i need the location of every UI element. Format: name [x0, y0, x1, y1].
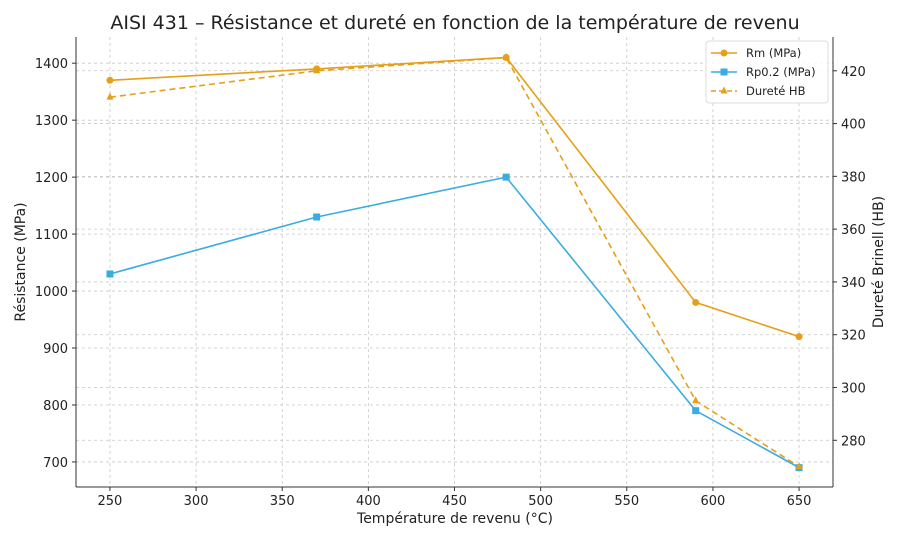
data-point-circle [795, 333, 803, 341]
x-tick-label: 250 [98, 494, 123, 509]
x-tick-label: 450 [442, 494, 467, 509]
axes: 250 300 350 400 450 500 550 600 650 700 800 900 1000… [35, 37, 866, 509]
legend-label: Rm (MPa) [746, 46, 801, 60]
data-point-triangle [502, 53, 510, 61]
y2-tick-label: 280 [841, 434, 866, 449]
y-tick-label: 900 [43, 342, 68, 357]
x-tick-label: 400 [356, 494, 381, 509]
data-point-triangle [313, 66, 321, 74]
data-point-square [692, 407, 700, 415]
data-point-triangle [692, 396, 700, 404]
data-point-circle [692, 298, 700, 306]
x-tick-label: 350 [270, 494, 295, 509]
series-line-square [109, 176, 800, 469]
data-point-circle [106, 76, 114, 84]
legend-label: Dureté HB [746, 84, 806, 98]
y-tick-label: 1200 [35, 171, 68, 186]
y2-tick-label: 300 [841, 381, 866, 396]
y-tick-label: 800 [43, 399, 68, 414]
series-line-triangle [109, 56, 800, 468]
y2-axis-label: Dureté Brinell (HB) [871, 196, 887, 328]
x-tick-label: 500 [528, 494, 553, 509]
y2-tick-label: 360 [841, 223, 866, 238]
y2-tick-label: 340 [841, 276, 866, 291]
data-point-triangle [795, 462, 803, 470]
y-tick-label: 700 [43, 456, 68, 471]
y2-tick-label: 380 [841, 170, 866, 185]
y2-tick-label: 420 [841, 65, 866, 80]
y-tick-label: 1300 [35, 114, 68, 129]
x-tick-label: 300 [184, 494, 209, 509]
y2-tick-label: 320 [841, 329, 866, 344]
x-tick-label: 550 [614, 494, 639, 509]
legend-marker [720, 68, 728, 76]
x-tick-label: 600 [701, 494, 726, 509]
legend-marker [720, 86, 728, 94]
data-point-square [313, 213, 321, 221]
y-tick-label: 1100 [35, 228, 68, 243]
legend: Rm (MPa) Rp0.2 (MPa) Dureté HB [705, 40, 829, 104]
legend-marker [720, 49, 728, 57]
legend-box [705, 40, 829, 104]
x-tick-label: 650 [787, 494, 812, 509]
y-tick-label: 1400 [35, 57, 68, 72]
grid [76, 37, 833, 487]
data-point-triangle [106, 92, 114, 100]
data-point-square [106, 270, 114, 278]
y-tick-label: 1000 [35, 285, 68, 300]
legend-label: Rp0.2 (MPa) [746, 65, 816, 79]
y2-tick-label: 400 [841, 118, 866, 133]
x-axis-label: Température de revenu (°C) [356, 511, 553, 527]
chart-title: AISI 431 – Résistance et dureté en fonct… [110, 12, 799, 34]
series-group [106, 53, 803, 472]
y-axis-label: Résistance (MPa) [13, 202, 29, 321]
data-point-square [502, 173, 510, 181]
